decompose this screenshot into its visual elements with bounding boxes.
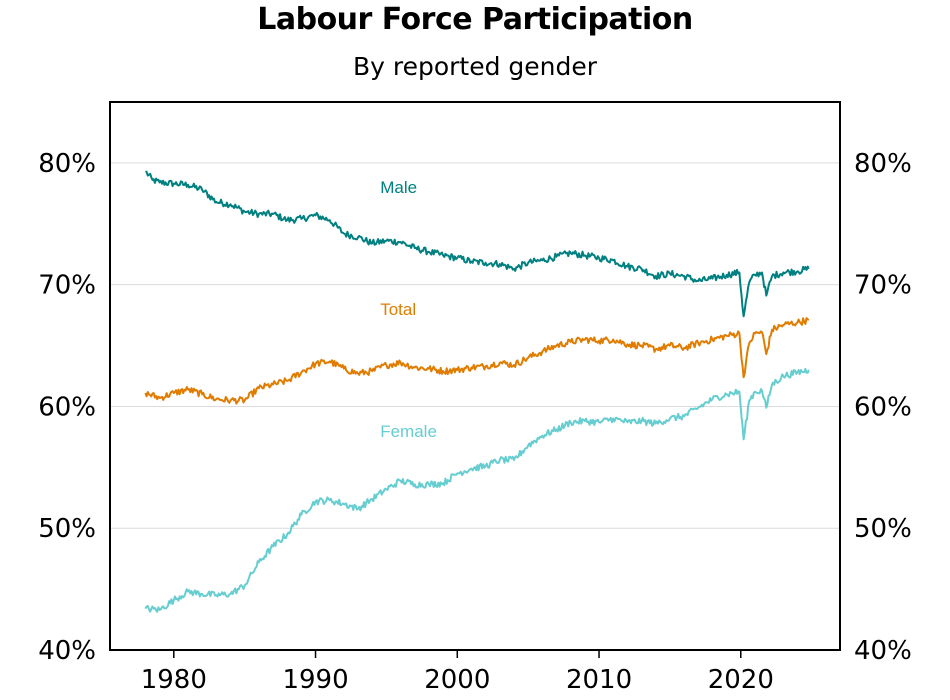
x-tick-1980: 1980 — [141, 665, 207, 695]
series-label-total: Total — [380, 300, 416, 319]
y-tick-right-70: 70% — [854, 271, 912, 301]
x-tick-2010: 2010 — [566, 665, 632, 695]
series-line-total — [144, 317, 810, 405]
series-line-female — [144, 368, 810, 613]
series-line-male — [145, 170, 810, 318]
chart-title: Labour Force Participation — [257, 2, 693, 37]
y-tick-left-40: 40% — [38, 636, 96, 666]
series-labels: Male Total Female — [380, 178, 437, 441]
series-label-female: Female — [380, 422, 437, 441]
y-tick-right-40: 40% — [854, 636, 912, 666]
series-lines — [144, 170, 810, 613]
y-axis-left: 40% 50% 60% 70% 80% — [38, 149, 96, 666]
y-tick-left-70: 70% — [38, 271, 96, 301]
x-axis: 1980 1990 2000 2010 2020 — [141, 650, 774, 695]
y-tick-right-80: 80% — [854, 149, 912, 179]
y-tick-left-80: 80% — [38, 149, 96, 179]
chart-subtitle: By reported gender — [352, 52, 598, 81]
y-tick-right-50: 50% — [854, 514, 912, 544]
y-tick-left-50: 50% — [38, 514, 96, 544]
gridlines — [110, 162, 840, 529]
x-tick-2020: 2020 — [708, 665, 774, 695]
plot-frame — [109, 101, 841, 651]
x-tick-1990: 1990 — [282, 665, 348, 695]
y-tick-right-60: 60% — [854, 392, 912, 422]
series-label-male: Male — [380, 178, 417, 197]
y-axis-right: 40% 50% 60% 70% 80% — [854, 149, 912, 666]
y-tick-left-60: 60% — [38, 392, 96, 422]
x-tick-2000: 2000 — [424, 665, 490, 695]
